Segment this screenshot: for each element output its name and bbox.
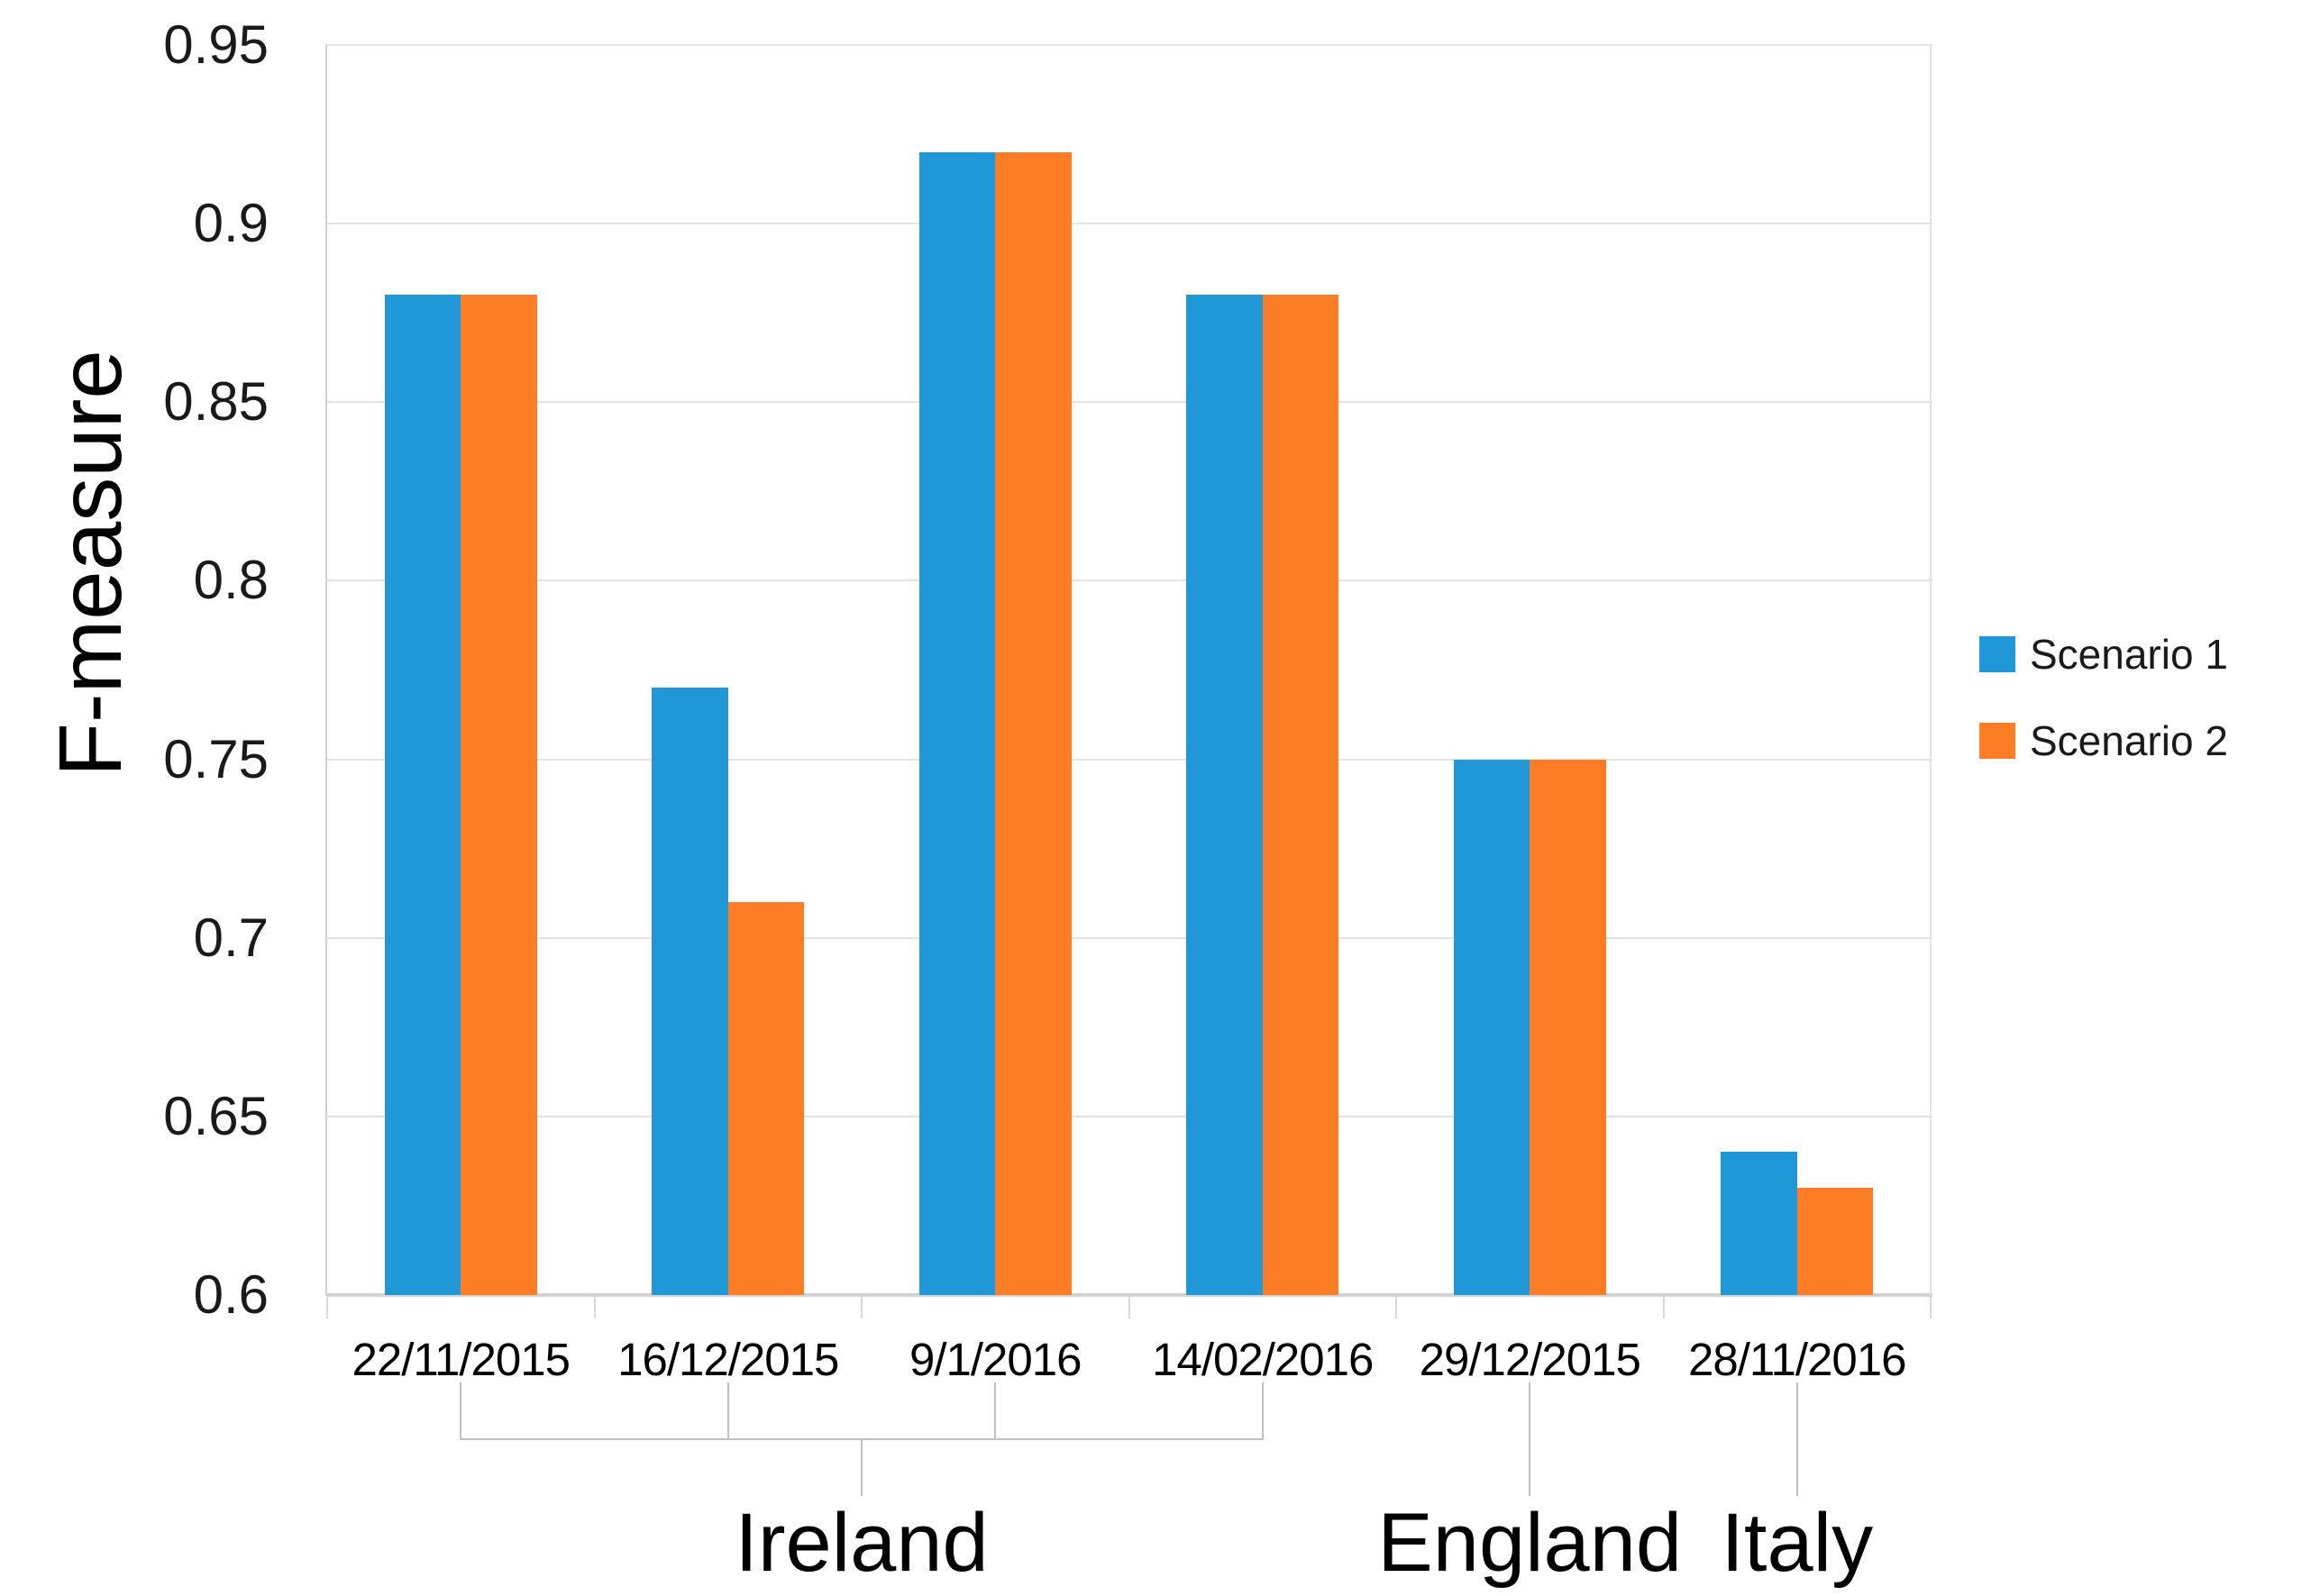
bracket-drop-line	[1529, 1382, 1531, 1496]
x-category-label: 14/02/2016	[1152, 1334, 1374, 1385]
bar-scenario1-6	[1721, 1152, 1797, 1295]
x-category-label: 29/12/2015	[1419, 1334, 1641, 1385]
y-tick-label: 0.6	[193, 1264, 269, 1325]
bracket-drop-line	[1261, 1382, 1264, 1438]
legend-swatch-scenario1	[1979, 636, 2015, 672]
bracket-horizontal-line	[460, 1438, 1264, 1440]
gridline	[327, 936, 1932, 939]
x-tick	[1395, 1297, 1397, 1318]
bar-scenario2-1	[461, 295, 537, 1295]
bracket-drop-line	[726, 1382, 729, 1438]
x-tick	[861, 1297, 863, 1318]
x-category-label: 9/1/2016	[909, 1334, 1082, 1385]
bar-scenario2-6	[1796, 1188, 1874, 1295]
bracket-drop-line	[460, 1382, 462, 1438]
group-label-italy: Italy	[1721, 1497, 1874, 1589]
bar-scenario1-2	[652, 688, 728, 1295]
y-axis-line	[325, 44, 327, 1296]
y-tick-label: 0.8	[193, 550, 269, 611]
bar-scenario1-1	[384, 295, 461, 1295]
bar-scenario1-3	[918, 151, 996, 1295]
y-tick-label: 0.9	[193, 193, 269, 254]
x-tick	[326, 1297, 328, 1318]
x-tick	[1128, 1297, 1130, 1318]
legend-swatch-scenario2	[1979, 723, 2015, 759]
legend-entry: Scenario 2	[1979, 717, 2228, 764]
legend-label: Scenario 2	[2030, 717, 2228, 764]
plot-right-border	[1930, 44, 1932, 1294]
y-tick-label: 0.65	[163, 1085, 269, 1146]
x-tick	[1930, 1297, 1932, 1318]
x-category-label: 16/12/2015	[617, 1334, 839, 1385]
x-tick	[593, 1297, 596, 1318]
gridline	[327, 1293, 1932, 1297]
y-tick-label: 0.95	[163, 14, 269, 75]
gridline	[327, 1115, 1932, 1117]
bar-scenario2-3	[995, 151, 1072, 1295]
bar-scenario1-5	[1453, 759, 1530, 1295]
y-tick-label: 0.75	[163, 728, 269, 789]
legend-label: Scenario 1	[2030, 631, 2228, 678]
bar-scenario2-2	[727, 902, 805, 1295]
gridline	[327, 579, 1932, 582]
gridline	[327, 44, 1932, 46]
bracket-drop-line	[1795, 1382, 1798, 1496]
gridline	[327, 223, 1932, 225]
gridline	[327, 758, 1932, 761]
bracket-center-drop-line	[861, 1440, 863, 1496]
bar-scenario2-4	[1262, 295, 1339, 1295]
bracket-drop-line	[994, 1382, 997, 1438]
y-tick-label: 0.85	[163, 371, 269, 433]
bar-scenario2-5	[1530, 759, 1606, 1295]
x-category-label: 28/11/2016	[1688, 1334, 1906, 1385]
legend-entry: Scenario 1	[1979, 631, 2228, 678]
y-tick-label: 0.7	[193, 907, 269, 968]
x-tick	[1662, 1297, 1665, 1318]
group-label-england: England	[1377, 1497, 1683, 1589]
x-category-label: 22/11/2015	[352, 1334, 571, 1385]
group-label-ireland: Ireland	[735, 1497, 989, 1589]
gridline	[327, 401, 1932, 404]
bar-scenario1-4	[1186, 295, 1263, 1295]
